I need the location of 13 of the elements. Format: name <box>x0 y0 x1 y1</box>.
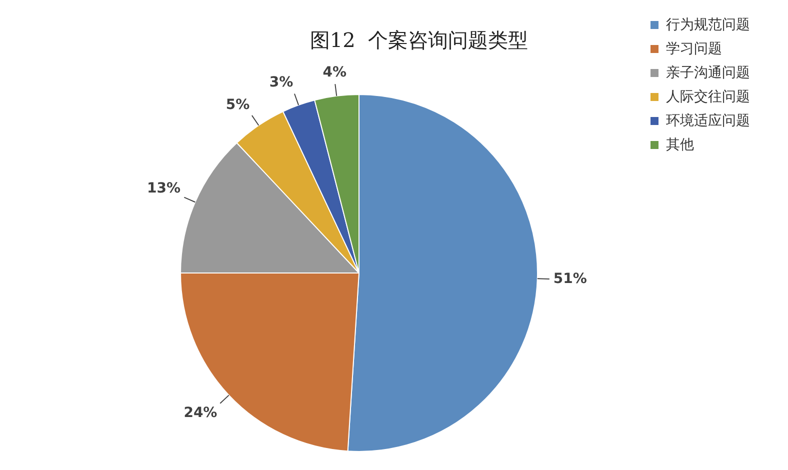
data-label: 5% <box>226 96 250 113</box>
legend-label: 行为规范问题 <box>666 16 750 32</box>
legend-label: 人际交往问题 <box>666 88 750 104</box>
data-label: 13% <box>146 180 180 196</box>
legend-label: 环境适应问题 <box>666 112 750 128</box>
legend-label: 学习问题 <box>666 40 722 56</box>
legend-label: 其他 <box>666 136 694 152</box>
data-label: 3% <box>269 74 294 91</box>
text: 图12 个案咨询问题类型 <box>310 28 528 52</box>
legend-label: 亲子沟通问题 <box>666 64 750 80</box>
data-label: 4% <box>322 64 347 81</box>
data-label: 51% <box>553 270 587 287</box>
data-label: 24% <box>184 404 218 421</box>
